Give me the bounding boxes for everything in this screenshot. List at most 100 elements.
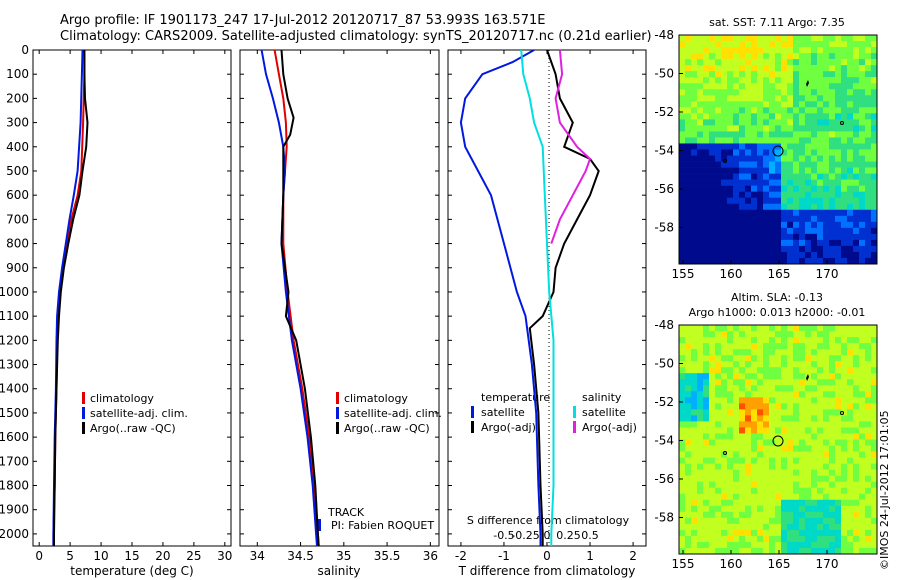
map-cell xyxy=(685,451,692,458)
map-cell xyxy=(679,469,686,476)
map-cell xyxy=(793,535,800,543)
map-cell xyxy=(775,517,782,525)
map-cell xyxy=(691,427,698,434)
map-cell xyxy=(715,257,722,265)
map-cell xyxy=(739,173,746,180)
map-cell xyxy=(799,499,806,507)
map-cell xyxy=(739,221,746,229)
map-cell xyxy=(835,505,842,513)
map-cell xyxy=(805,529,812,537)
map-cell xyxy=(841,445,848,452)
map-cell xyxy=(691,119,698,126)
map-cell xyxy=(853,185,860,192)
map-cell xyxy=(865,179,872,186)
map-cell xyxy=(775,149,782,156)
map-cell xyxy=(691,541,698,549)
map-cell xyxy=(811,221,818,229)
map-cell xyxy=(715,251,722,259)
map-cell xyxy=(787,257,794,265)
map-cell xyxy=(751,391,758,398)
map-cell xyxy=(817,119,824,126)
map-cell xyxy=(805,65,812,72)
map-cell xyxy=(805,149,812,156)
map-cell xyxy=(703,239,710,247)
map-cell xyxy=(847,493,854,501)
map-cell xyxy=(745,349,752,356)
map-cell xyxy=(805,445,812,452)
map-cell xyxy=(709,373,716,380)
map-cell xyxy=(781,529,788,537)
map-cell xyxy=(865,427,872,434)
map-cell xyxy=(697,191,704,199)
map-cell xyxy=(757,179,764,186)
map-cell xyxy=(805,47,812,54)
map-cell xyxy=(679,137,686,144)
map-cell xyxy=(829,185,836,192)
map-cell xyxy=(835,83,842,90)
map-cell xyxy=(853,83,860,90)
map-cell xyxy=(823,65,830,72)
map-cell xyxy=(757,245,764,253)
map-cell xyxy=(817,517,824,525)
map-cell xyxy=(781,409,788,416)
map-cell xyxy=(763,457,770,464)
map-cell xyxy=(865,119,872,126)
map-cell xyxy=(871,403,878,410)
map-cell xyxy=(685,119,692,126)
map-cell xyxy=(769,505,776,513)
map-cell xyxy=(679,325,686,332)
map-cell xyxy=(703,113,710,120)
map-cell xyxy=(871,53,878,60)
map-cell xyxy=(703,95,710,102)
map-cell xyxy=(853,325,860,332)
map-cell xyxy=(823,167,830,174)
map-cell xyxy=(811,469,818,476)
map-cell xyxy=(865,143,872,150)
map-cell xyxy=(871,167,878,174)
map-cell xyxy=(751,197,758,205)
map-cell xyxy=(853,385,860,392)
map-cell xyxy=(709,257,716,265)
map-cell xyxy=(721,59,728,66)
map-cell xyxy=(781,53,788,60)
map-cell xyxy=(697,415,704,422)
map-cell xyxy=(733,409,740,416)
map-cell xyxy=(799,161,806,168)
map-cell xyxy=(799,403,806,410)
map-cell xyxy=(775,433,782,440)
map-cell xyxy=(733,475,740,482)
map-cell xyxy=(787,343,794,350)
map-cell xyxy=(829,89,836,96)
map-cell xyxy=(781,499,788,507)
map-cell xyxy=(823,403,830,410)
map-cell xyxy=(703,209,710,217)
map-cell xyxy=(715,331,722,338)
map-cell xyxy=(697,505,704,513)
map-cell xyxy=(709,349,716,356)
map-cell xyxy=(817,41,824,48)
map-cell xyxy=(781,191,788,199)
map-cell xyxy=(841,191,848,199)
map-cell xyxy=(733,125,740,132)
map-cell xyxy=(685,349,692,356)
map-cell xyxy=(703,191,710,199)
map-cell xyxy=(787,233,794,241)
map-cell xyxy=(811,415,818,422)
map-cell xyxy=(721,161,728,168)
map-cell xyxy=(865,89,872,96)
map-cell xyxy=(865,505,872,513)
map-cell xyxy=(793,517,800,525)
map-cell xyxy=(685,493,692,501)
map-cell xyxy=(703,517,710,525)
map-cell xyxy=(799,349,806,356)
map-cell xyxy=(745,415,752,422)
map-cell xyxy=(817,493,824,501)
map-cell xyxy=(721,355,728,362)
map-cell xyxy=(727,35,734,42)
map-cell xyxy=(817,209,824,217)
map-cell xyxy=(727,155,734,162)
map-cell xyxy=(697,179,704,186)
map-cell xyxy=(871,385,878,392)
map-cell xyxy=(769,173,776,180)
map-cell xyxy=(859,47,866,54)
